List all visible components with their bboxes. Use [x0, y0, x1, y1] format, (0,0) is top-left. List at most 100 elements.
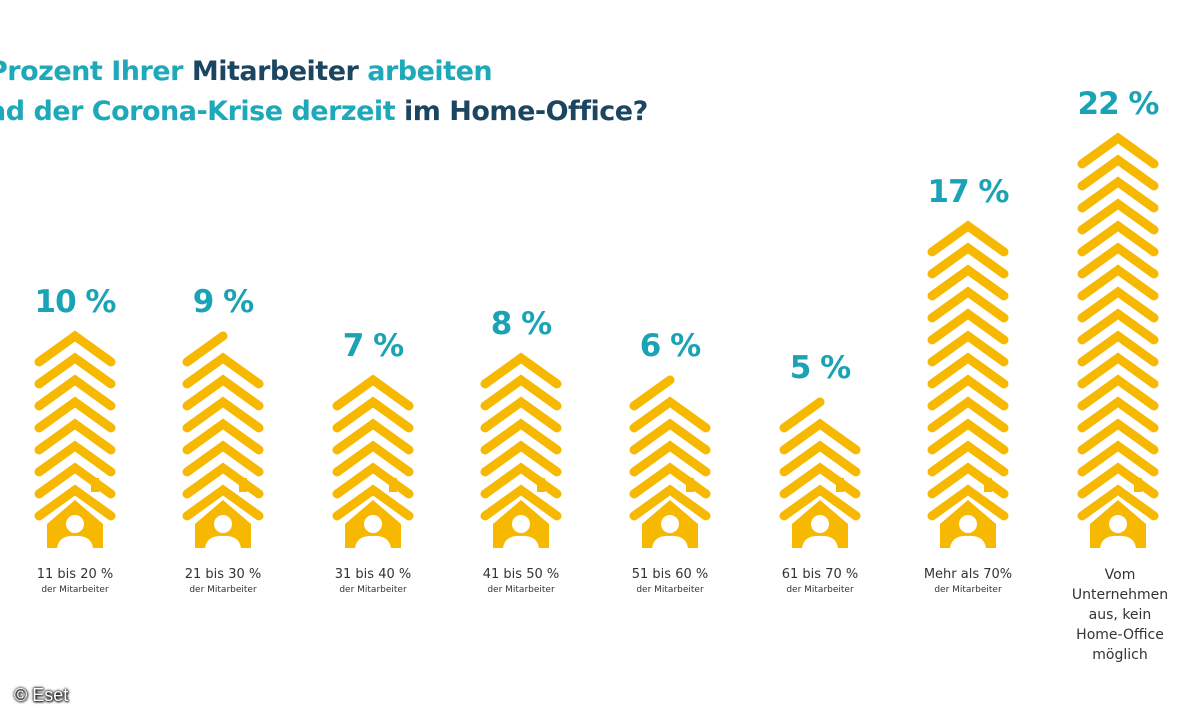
chevron-mark [779, 484, 861, 521]
chevron-mark [927, 462, 1009, 499]
data-label: 6 % [639, 328, 701, 364]
chevron-mark [34, 330, 116, 367]
chevron-mark [1077, 220, 1159, 257]
person-shoulders [503, 535, 539, 548]
chevron-mark [34, 374, 116, 411]
data-label: 9 % [192, 284, 254, 320]
category-label: 11 bis 20 % der Mitarbeiter [37, 566, 113, 596]
data-label: 17 % [927, 174, 1010, 210]
title-line-1: Prozent Ihrer Mitarbeiter arbeiten [0, 52, 648, 92]
category-label-line: 51 bis 60 % [631, 567, 709, 582]
chevron-mark [34, 484, 116, 521]
bar-pictogram [927, 220, 1009, 548]
chevron-mark [1077, 352, 1159, 389]
title-segment-highlight: im Home-Office? [404, 96, 648, 127]
bar-pictogram [480, 352, 562, 548]
chevron-mark [927, 374, 1009, 411]
title-segment: arbeiten [358, 56, 493, 87]
title-segment-highlight: Mitarbeiter [191, 56, 359, 87]
chevron-mark [480, 462, 562, 499]
chevron-mark [332, 374, 414, 411]
half-chevron-mark [629, 375, 675, 411]
bar-pictogram [34, 330, 116, 548]
category-label-line: 41 bis 50 % [482, 567, 560, 582]
category-label: 31 bis 40 % der Mitarbeiter [335, 566, 411, 596]
data-label: 10 % [34, 284, 117, 320]
person-shoulders [355, 535, 391, 548]
chevron-mark [927, 264, 1009, 301]
chevron-mark [1077, 374, 1159, 411]
chevron-mark [1077, 440, 1159, 477]
chevron-mark [927, 352, 1009, 389]
bar-pictogram [779, 397, 861, 548]
chevron-mark [480, 396, 562, 433]
chevron-mark [927, 484, 1009, 521]
category-label-line: der Mitarbeiter [339, 585, 407, 595]
person-icon [214, 515, 232, 533]
chevron-mark [34, 462, 116, 499]
chevron-mark [779, 462, 861, 499]
data-label: 8 % [490, 306, 552, 342]
bar-pictogram [332, 374, 414, 548]
half-chevron-mark [779, 397, 825, 433]
chevron-mark [1077, 176, 1159, 213]
person-icon [661, 515, 679, 533]
chevron-mark [332, 484, 414, 521]
person-shoulders [205, 535, 241, 548]
chevron-mark [182, 440, 264, 477]
bar-pictogram [1077, 132, 1159, 548]
chevron-mark [182, 352, 264, 389]
category-label-line: möglich [1092, 647, 1148, 663]
chevron-mark [629, 418, 711, 455]
category-label: Vom Unternehmen aus, kein Home-Office möglic… [1072, 565, 1168, 665]
chevron-mark [927, 242, 1009, 279]
category-label-line: 11 bis 20 % [36, 567, 114, 582]
chevron-mark [1077, 396, 1159, 433]
person-icon [364, 515, 382, 533]
person-icon [66, 515, 84, 533]
bar-pictogram [182, 331, 264, 548]
chevron-mark [927, 308, 1009, 345]
chevron-mark [332, 440, 414, 477]
chevron-mark [1077, 330, 1159, 367]
chevron-mark [927, 330, 1009, 367]
data-label: 22 % [1077, 86, 1160, 122]
chevron-mark [182, 396, 264, 433]
chevron-mark [480, 352, 562, 389]
person-icon [959, 515, 977, 533]
chevron-mark [34, 396, 116, 433]
chevron-mark [629, 396, 711, 433]
chevron-mark [182, 374, 264, 411]
person-shoulders [950, 535, 986, 548]
category-label-line: der Mitarbeiter [487, 585, 555, 595]
chevron-mark [1077, 132, 1159, 169]
chevron-mark [779, 440, 861, 477]
chevron-mark [182, 462, 264, 499]
chevron-mark [480, 418, 562, 455]
chevron-mark [1077, 242, 1159, 279]
title-segment: Prozent Ihrer [0, 56, 192, 87]
chevron-mark [1077, 418, 1159, 455]
chevron-mark [779, 418, 861, 455]
category-label: 41 bis 50 % der Mitarbeiter [483, 566, 559, 596]
category-label-line: der Mitarbeiter [786, 585, 854, 595]
category-label-line: aus, kein [1088, 607, 1152, 623]
category-label: 21 bis 30 % der Mitarbeiter [185, 566, 261, 596]
category-label: 61 bis 70 % der Mitarbeiter [782, 566, 858, 596]
chevron-mark [480, 374, 562, 411]
chevron-mark [34, 418, 116, 455]
category-label-line: 31 bis 40 % [334, 567, 412, 582]
category-label-line: 61 bis 70 % [781, 567, 859, 582]
person-shoulders [1100, 535, 1136, 548]
chevron-mark [629, 484, 711, 521]
chevron-mark [1077, 264, 1159, 301]
half-chevron-mark [182, 331, 228, 367]
copyright-notice: © Eset [14, 685, 69, 705]
chevron-mark [480, 484, 562, 521]
category-label-line: der Mitarbeiter [636, 585, 704, 595]
chart-title: Prozent Ihrer Mitarbeiter arbeiten ad de… [0, 52, 648, 132]
title-segment: ad der Corona-Krise derzeit [0, 96, 404, 127]
chevron-mark [332, 418, 414, 455]
category-label-line: 21 bis 30 % [184, 567, 262, 582]
